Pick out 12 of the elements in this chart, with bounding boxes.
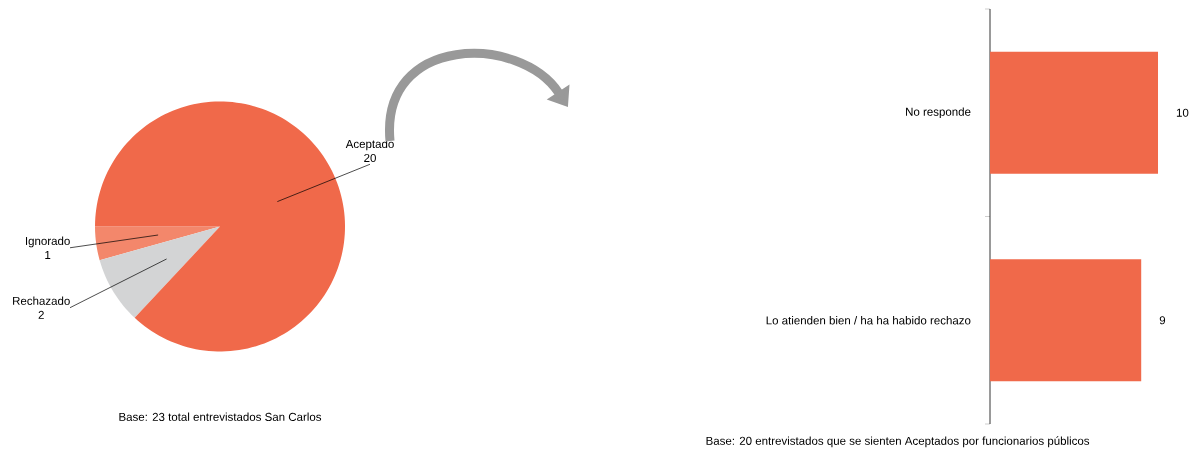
data-label: 10 xyxy=(1176,108,1189,117)
text: Base: 20 entrevistados que se sienten Aceptados por funcionarios públicos xyxy=(706,436,1090,448)
y-tick-label: Lo atienden bien / ha ha habido rechazo xyxy=(766,316,971,325)
data-label: 9 xyxy=(1159,316,1166,325)
data-label: 1 xyxy=(45,251,51,259)
slice-label: Ignorado xyxy=(25,236,70,248)
slice-label: Aceptado xyxy=(345,139,394,151)
data-label: 20 xyxy=(364,153,376,163)
slice-label: Rechazado xyxy=(13,296,70,305)
data-label: 2 xyxy=(38,310,44,319)
y-tick-label: No responde xyxy=(906,107,971,119)
text: Base: 23 total entrevistados San Carlos xyxy=(119,412,322,421)
